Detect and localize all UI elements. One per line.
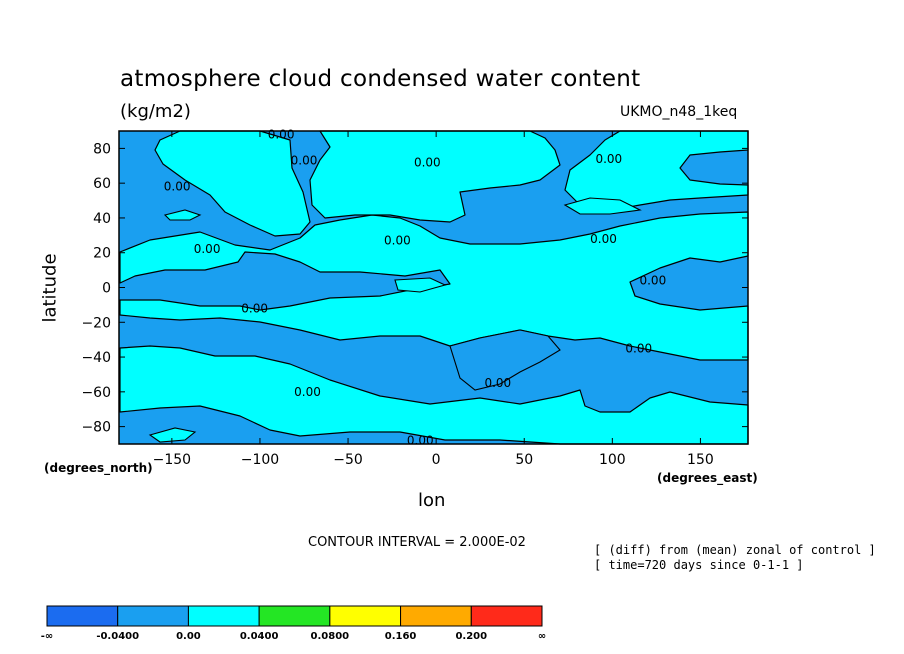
x-tick-label: 100 — [599, 452, 626, 468]
positive-region-2 — [119, 345, 749, 445]
contour-label-2: 0.00 — [291, 154, 318, 168]
contour-label-1: 0.00 — [268, 127, 295, 141]
y-units-label: (degrees_north) — [44, 461, 153, 475]
y-tick-label: 40 — [93, 211, 111, 227]
x-tick-label: 0 — [432, 452, 441, 468]
colorbar-label: -∞ — [41, 631, 53, 642]
x-axis-label: lon — [418, 490, 446, 511]
contour-label-12: 0.00 — [294, 385, 321, 399]
contour-label-13: 0.00 — [484, 376, 511, 390]
colorbar-swatch — [258, 605, 331, 627]
x-tick-label: 150 — [687, 452, 714, 468]
colorbar-swatch — [329, 605, 402, 627]
colorbar-swatch — [470, 605, 543, 627]
x-tick-label: 50 — [515, 452, 533, 468]
y-tick-label: −80 — [81, 420, 111, 436]
positive-region-5 — [564, 130, 749, 213]
units-label: (kg/m2) — [120, 101, 191, 122]
contour-label-4: 0.00 — [595, 152, 622, 166]
contour-blob-2 — [563, 197, 642, 215]
contour-label-11: 0.00 — [625, 341, 652, 355]
positive-region-4 — [309, 130, 561, 223]
contour-blob-4 — [148, 427, 197, 443]
colorbar-swatch — [117, 605, 189, 627]
colorbar-label: 0.200 — [455, 631, 487, 642]
contour-label-10: 0.00 — [241, 301, 268, 315]
axes: −150 −100 −50 0 50 100 150 80 60 40 20 0 −20 −40 −60 −8… — [81, 130, 749, 468]
contour-label-6: 0.00 — [194, 242, 221, 256]
contour-label-8: 0.00 — [590, 232, 617, 246]
colorbar-label: 0.00 — [176, 631, 201, 642]
colorbar-label: -0.0400 — [96, 631, 139, 642]
contour-label-9: 0.00 — [639, 274, 666, 288]
contour-lines — [148, 197, 642, 443]
y-tick-label: 60 — [93, 176, 111, 192]
y-tick-label: 0 — [102, 281, 111, 297]
contour-interval-label: CONTOUR INTERVAL = 2.000E-02 — [308, 535, 526, 550]
contour-blob-5 — [394, 277, 447, 293]
x-tick-label: −100 — [241, 452, 279, 468]
model-label: UKMO_n48_1keq — [620, 104, 738, 120]
y-axis-label: latitude — [39, 253, 61, 323]
x-units-label: (degrees_east) — [657, 471, 758, 485]
contour-blob-1 — [163, 209, 202, 221]
colorbar-label: 0.0400 — [240, 631, 279, 642]
contour-label-3: 0.00 — [414, 155, 441, 169]
y-tick-label: 80 — [93, 141, 111, 157]
colorbar-label: 0.160 — [385, 631, 417, 642]
note-time: [ time=720 days since 0-1-1 ] — [594, 558, 804, 572]
contour-label-14: 0.00 — [407, 434, 434, 448]
contour-label-7: 0.00 — [384, 234, 411, 248]
contour-label-5: 0.00 — [164, 180, 191, 194]
colorbar-label: ∞ — [538, 631, 546, 642]
chart-title: atmosphere cloud condensed water content — [120, 66, 641, 92]
colorbar: -∞ -0.0400 0.00 0.0400 0.0800 0.160 0.200 ∞ — [41, 605, 546, 642]
contour-fields — [119, 130, 749, 445]
colorbar-label: 0.0800 — [311, 631, 350, 642]
y-tick-label: 20 — [93, 246, 111, 262]
y-tick-label: −20 — [81, 315, 111, 331]
y-tick-label: −40 — [81, 350, 111, 366]
contour-blob-3 — [449, 329, 561, 391]
y-tick-label: −60 — [81, 385, 111, 401]
colorbar-swatch — [187, 605, 260, 627]
colorbar-swatch — [46, 605, 119, 627]
x-tick-label: −50 — [333, 452, 363, 468]
note-diff: [ (diff) from (mean) zonal of control ] — [594, 543, 876, 557]
positive-region-3 — [154, 130, 311, 237]
x-tick-label: −150 — [153, 452, 191, 468]
colorbar-swatch — [400, 605, 472, 627]
